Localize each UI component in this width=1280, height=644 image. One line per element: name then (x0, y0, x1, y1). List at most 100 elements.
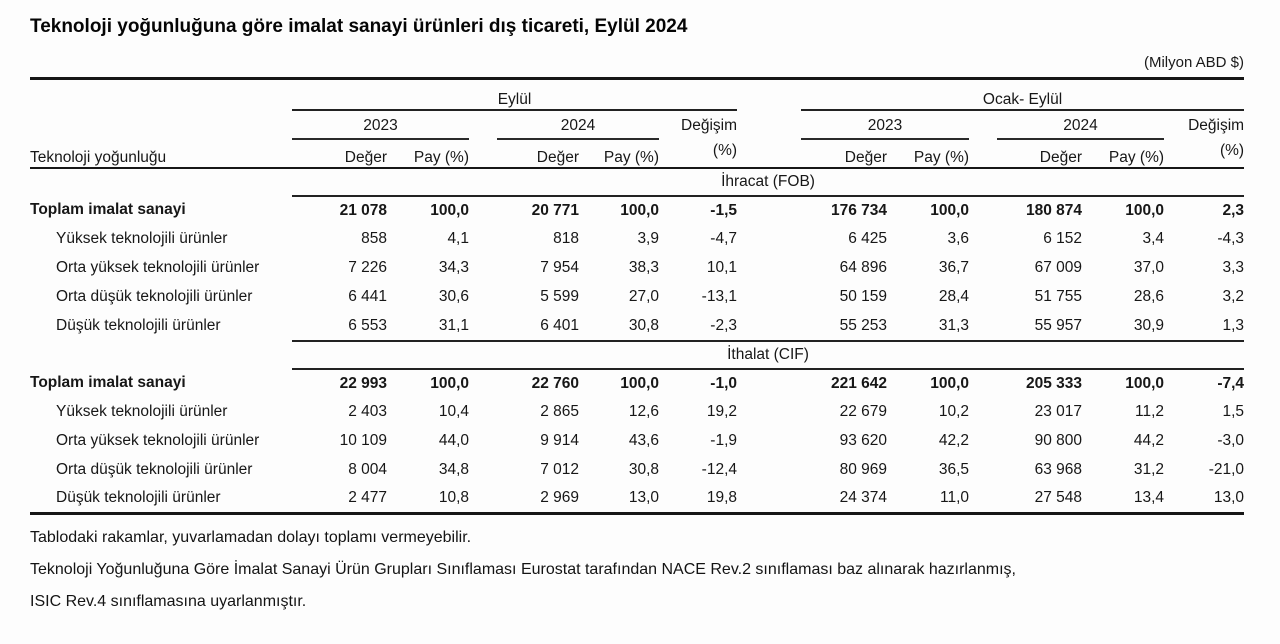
cell: 10,8 (387, 484, 469, 515)
cell: -4,3 (1217, 230, 1245, 247)
footnotes: Tablodaki rakamlar, yuvarlamadan dolayı … (30, 528, 1280, 612)
cell: 28,6 (1133, 288, 1165, 305)
cell: 22 993 (339, 374, 387, 392)
cell: 63 968 (1034, 461, 1083, 478)
cell: 67 009 (1034, 259, 1083, 276)
row-label: Yüksek teknolojili ürünler (56, 403, 228, 420)
cell: -1,0 (710, 374, 738, 392)
footnote-rounding: Tablodaki rakamlar, yuvarlamadan dolayı … (30, 529, 472, 546)
cell: 5 599 (540, 288, 579, 305)
row-label: Orta düşük teknolojili ürünler (56, 461, 253, 478)
cell: 8 004 (348, 461, 387, 478)
section-title-exports: İhracat (FOB) (292, 167, 1245, 197)
cell: 2 403 (348, 403, 387, 420)
row-label: Düşük teknolojili ürünler (56, 317, 221, 334)
cell: 37,0 (1133, 259, 1165, 276)
cell: 2 865 (540, 403, 579, 420)
cell: 6 553 (292, 311, 387, 342)
cell: 34,3 (438, 259, 469, 276)
header-row-measures: Teknoloji yoğunluğu Değer Pay (%) Değer … (30, 139, 1244, 169)
cell: 221 642 (830, 374, 888, 392)
cell: 31,3 (887, 311, 970, 342)
cell: 100,0 (930, 201, 970, 219)
cell: 13,4 (1082, 484, 1165, 515)
cell: 100,0 (430, 201, 469, 219)
cell: 176 734 (830, 201, 888, 219)
header-spacer (30, 79, 292, 110)
cell: 6 425 (848, 230, 888, 247)
cell: 24 374 (801, 484, 888, 515)
cell: 13,0 (1164, 484, 1245, 515)
cell: 44,2 (1133, 432, 1165, 449)
table-row: Toplam imalat sanayi 21 078 100,0 20 771… (30, 196, 1244, 225)
cell: 19,2 (706, 403, 738, 420)
cell: 6 152 (1043, 230, 1083, 247)
cell: 10 109 (339, 432, 387, 449)
cell: 1,5 (1222, 403, 1245, 420)
cell: -21,0 (1208, 461, 1245, 478)
value-header: Değer (801, 139, 888, 169)
cell: 21 078 (339, 201, 387, 219)
row-label: Orta yüksek teknolojili ürünler (56, 432, 260, 449)
cell: 44,0 (438, 432, 469, 449)
cell: 11,2 (1134, 403, 1165, 420)
cell: 2 969 (469, 484, 579, 515)
cell: -1,9 (710, 432, 738, 449)
col-group-ocak-eylul: Ocak- Eylül (801, 78, 1245, 111)
cell: 10,2 (938, 403, 970, 420)
year-2024-eylul: 2024 (469, 110, 659, 140)
change-header-eylul: Değişim (%) (659, 109, 738, 169)
cell: 6 401 (469, 311, 579, 342)
cell: 858 (361, 230, 387, 247)
cell: 180 874 (1025, 201, 1083, 219)
year-2024-ocak-eylul: 2024 (969, 110, 1165, 140)
cell: -7,4 (1217, 374, 1245, 392)
cell: 80 969 (839, 461, 888, 478)
share-header: Pay (%) (387, 139, 469, 169)
cell: 38,3 (628, 259, 659, 276)
value-header: Değer (969, 139, 1083, 169)
row-label: Düşük teknolojili ürünler (30, 484, 292, 515)
cell: 36,5 (938, 461, 970, 478)
row-label: Orta düşük teknolojili ürünler (56, 288, 253, 305)
group-gap (737, 110, 801, 140)
cell: 7 954 (540, 259, 579, 276)
header-row-years: 2023 2024 Değişim (%) 2023 2024 Değişim … (30, 109, 1245, 169)
cell: 10,4 (438, 403, 469, 420)
cell: 19,8 (659, 484, 738, 515)
cell: 9 914 (540, 432, 579, 449)
section-banner-exports: İhracat (FOB) (30, 167, 1245, 197)
cell: 31,1 (387, 311, 469, 342)
cell: 50 159 (839, 288, 888, 305)
cell: 42,2 (938, 432, 970, 449)
report-page: Teknoloji yoğunluğuna göre imalat sanayi… (0, 16, 1280, 612)
cell: 22 760 (531, 374, 579, 392)
footnote-classification-line1: Teknoloji Yoğunluğuna Göre İmalat Sanayi… (30, 561, 1016, 578)
cell: -12,4 (701, 461, 738, 478)
cell: 100,0 (620, 201, 659, 219)
cell: 27,0 (628, 288, 659, 305)
page-title: Teknoloji yoğunluğuna göre imalat sanayi… (30, 16, 688, 37)
cell: 1,3 (1164, 311, 1245, 342)
cell: -4,7 (710, 230, 738, 247)
year-2023-eylul: 2023 (292, 110, 469, 140)
row-label: Toplam imalat sanayi (30, 201, 186, 218)
cell: 7 012 (540, 461, 579, 478)
cell: 43,6 (628, 432, 659, 449)
cell: -2,3 (659, 311, 738, 342)
cell: 4,1 (447, 230, 469, 247)
year-2023-ocak-eylul: 2023 (801, 110, 970, 140)
cell: 100,0 (930, 374, 970, 392)
cell: 23 017 (1034, 403, 1083, 420)
cell: 30,9 (1082, 311, 1165, 342)
row-header-label: Teknoloji yoğunluğu (30, 139, 292, 169)
cell: 3,2 (1222, 288, 1245, 305)
cell: 30,8 (628, 461, 659, 478)
value-header: Değer (469, 139, 579, 169)
cell: 100,0 (1125, 201, 1165, 219)
row-label: Yüksek teknolojili ürünler (56, 230, 228, 247)
cell: 3,3 (1222, 259, 1245, 276)
share-header: Pay (%) (887, 139, 970, 169)
cell: 100,0 (620, 374, 659, 392)
trade-table: Eylül Ocak- Eylül 2023 2024 Değişim (%) … (30, 77, 1245, 515)
